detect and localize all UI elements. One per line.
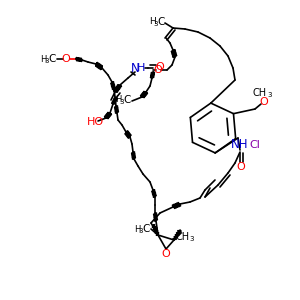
Text: HO: HO	[87, 117, 104, 127]
Text: 3: 3	[45, 58, 49, 64]
Text: H: H	[134, 224, 140, 233]
Text: C: C	[157, 17, 165, 27]
Text: 3: 3	[154, 21, 158, 27]
Text: NH: NH	[231, 139, 249, 152]
Text: O: O	[237, 162, 245, 172]
Text: CH: CH	[176, 232, 190, 242]
Text: H: H	[40, 55, 46, 64]
Text: 3: 3	[120, 99, 124, 105]
Text: C: C	[142, 224, 150, 234]
Text: N: N	[130, 61, 140, 74]
Text: C: C	[48, 54, 56, 64]
Text: 3: 3	[190, 236, 194, 242]
Text: O: O	[156, 62, 164, 72]
Text: O: O	[154, 65, 162, 75]
Text: Cl: Cl	[250, 140, 260, 150]
Text: C: C	[123, 95, 131, 105]
Text: CH: CH	[253, 88, 267, 98]
Text: H: H	[115, 95, 121, 104]
Text: 3: 3	[139, 228, 143, 234]
Text: O: O	[61, 54, 70, 64]
Text: 3: 3	[268, 92, 272, 98]
Text: H: H	[148, 17, 155, 26]
Text: O: O	[162, 249, 170, 259]
Text: H: H	[137, 63, 145, 73]
Text: O: O	[260, 97, 268, 107]
